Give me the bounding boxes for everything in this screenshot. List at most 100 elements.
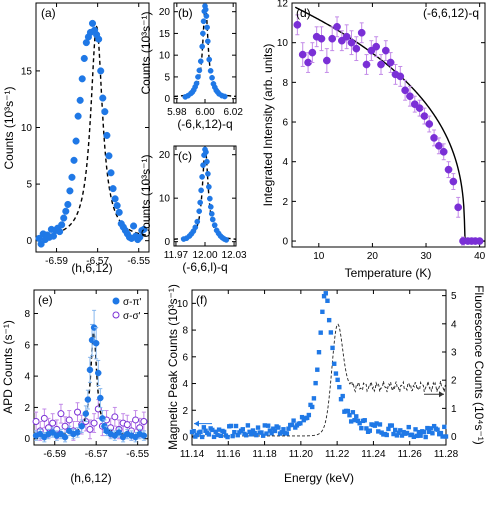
data-point bbox=[348, 419, 354, 424]
data-point bbox=[230, 433, 235, 439]
data-point bbox=[130, 222, 138, 230]
data-point bbox=[415, 433, 420, 439]
data-point bbox=[204, 24, 210, 31]
data-point bbox=[406, 92, 414, 101]
y-tick-label: 0 bbox=[24, 434, 30, 445]
data-point bbox=[213, 429, 218, 434]
data-point bbox=[443, 434, 449, 439]
data-point bbox=[396, 430, 401, 435]
data-point bbox=[442, 424, 447, 430]
data-point bbox=[206, 432, 212, 437]
data-point bbox=[357, 28, 366, 37]
data-point bbox=[391, 431, 396, 437]
data-point bbox=[284, 431, 290, 436]
data-point bbox=[416, 429, 422, 435]
data-point bbox=[372, 42, 381, 51]
y-tick-label-right: 5 bbox=[451, 291, 457, 302]
data-point bbox=[449, 177, 458, 186]
panel-d: 10 20 30 40 0 2 4 6 8 10 12 (d) (-6,6,12)-q Integrate… bbox=[261, 0, 486, 280]
data-point bbox=[211, 434, 217, 440]
data-point bbox=[195, 74, 201, 80]
data-point bbox=[298, 421, 303, 426]
data-point bbox=[197, 58, 204, 65]
data-point bbox=[311, 396, 317, 401]
data-point bbox=[198, 187, 204, 194]
data-point bbox=[413, 427, 418, 432]
data-point bbox=[247, 429, 252, 435]
data-point bbox=[111, 413, 119, 421]
panel-label: (b) bbox=[178, 6, 193, 20]
y-tick-label: 10 bbox=[159, 194, 171, 205]
data-point bbox=[72, 137, 80, 145]
data-point bbox=[202, 6, 209, 13]
data-point bbox=[372, 423, 378, 428]
y-tick-label: 4 bbox=[282, 157, 288, 168]
y-tick-label: 6 bbox=[24, 340, 30, 351]
data-point bbox=[321, 294, 327, 299]
data-point bbox=[398, 428, 403, 433]
y-axis-label: Integrated Intensity (arb. units) bbox=[261, 44, 275, 207]
x-tick-label: 11.18 bbox=[252, 449, 277, 460]
panel-label: (a) bbox=[41, 6, 56, 20]
data-point bbox=[206, 56, 213, 63]
data-point bbox=[326, 317, 332, 323]
data-point bbox=[267, 428, 273, 433]
data-point bbox=[254, 432, 259, 438]
data-point bbox=[333, 371, 339, 376]
panel-a: -6.59 -6.57 -6.55 0 5 10 15 (a) Counts (10³s⁻¹) (… bbox=[2, 2, 151, 275]
data-point bbox=[316, 350, 322, 355]
data-point bbox=[289, 422, 295, 428]
data-point bbox=[259, 430, 264, 435]
data-point bbox=[199, 43, 206, 50]
data-point bbox=[325, 298, 330, 303]
data-point bbox=[76, 96, 84, 104]
data-point bbox=[260, 433, 266, 438]
y-axis-label: Counts (10³s⁻¹) bbox=[139, 11, 153, 94]
data-point bbox=[109, 185, 117, 193]
y-tick-label: 6 bbox=[182, 352, 188, 363]
y-tick-label: 5 bbox=[164, 72, 170, 83]
data-point bbox=[347, 38, 356, 47]
panel-e: -6.59 -6.57 -6.55 0 2 4 6 8 (e) APD Counts (s⁻¹) (… bbox=[1, 289, 149, 485]
data-point bbox=[65, 416, 73, 424]
y-axis-label: Counts (10³s⁻¹) bbox=[2, 86, 16, 169]
legend-label: σ-σ' bbox=[123, 311, 141, 322]
y-tick-label: 15 bbox=[21, 66, 33, 77]
data-point bbox=[58, 221, 66, 229]
data-point bbox=[249, 432, 254, 437]
data-point bbox=[235, 432, 240, 438]
data-point bbox=[439, 147, 448, 156]
data-point bbox=[245, 423, 251, 428]
x-tick-label: 20 bbox=[367, 251, 379, 262]
data-point bbox=[199, 174, 205, 180]
data-point bbox=[279, 430, 284, 435]
data-point bbox=[196, 67, 203, 74]
data-point bbox=[323, 291, 328, 296]
y-tick-label: 2 bbox=[282, 197, 288, 208]
panel-b: 5.98 6.00 6.02 0 5 10 15 20 (b) Counts (10³s⁻¹) (-… bbox=[139, 2, 243, 131]
data-point bbox=[194, 218, 201, 225]
y-tick-label: 0 bbox=[26, 236, 32, 247]
data-point bbox=[271, 426, 276, 431]
axes-frame bbox=[291, 2, 486, 248]
data-point bbox=[196, 208, 203, 215]
data-point bbox=[95, 35, 103, 43]
data-point bbox=[99, 94, 107, 102]
x-tick-label: -6.57 bbox=[86, 256, 109, 267]
data-point bbox=[40, 414, 48, 422]
data-point bbox=[92, 339, 100, 347]
x-tick-label: 11.22 bbox=[325, 449, 350, 460]
data-point bbox=[198, 429, 203, 435]
y-tick-label: 2 bbox=[24, 403, 30, 414]
data-point bbox=[393, 427, 398, 433]
data-point bbox=[306, 412, 312, 418]
data-point bbox=[394, 433, 400, 438]
x-tick-label: -6.55 bbox=[126, 449, 149, 460]
data-point bbox=[232, 429, 237, 435]
y-tick-label: 0 bbox=[164, 94, 170, 105]
data-point bbox=[233, 423, 239, 429]
y-tick-label-right: 4 bbox=[451, 319, 457, 330]
data-point bbox=[255, 425, 261, 430]
data-point bbox=[221, 93, 228, 100]
data-point bbox=[384, 432, 389, 438]
